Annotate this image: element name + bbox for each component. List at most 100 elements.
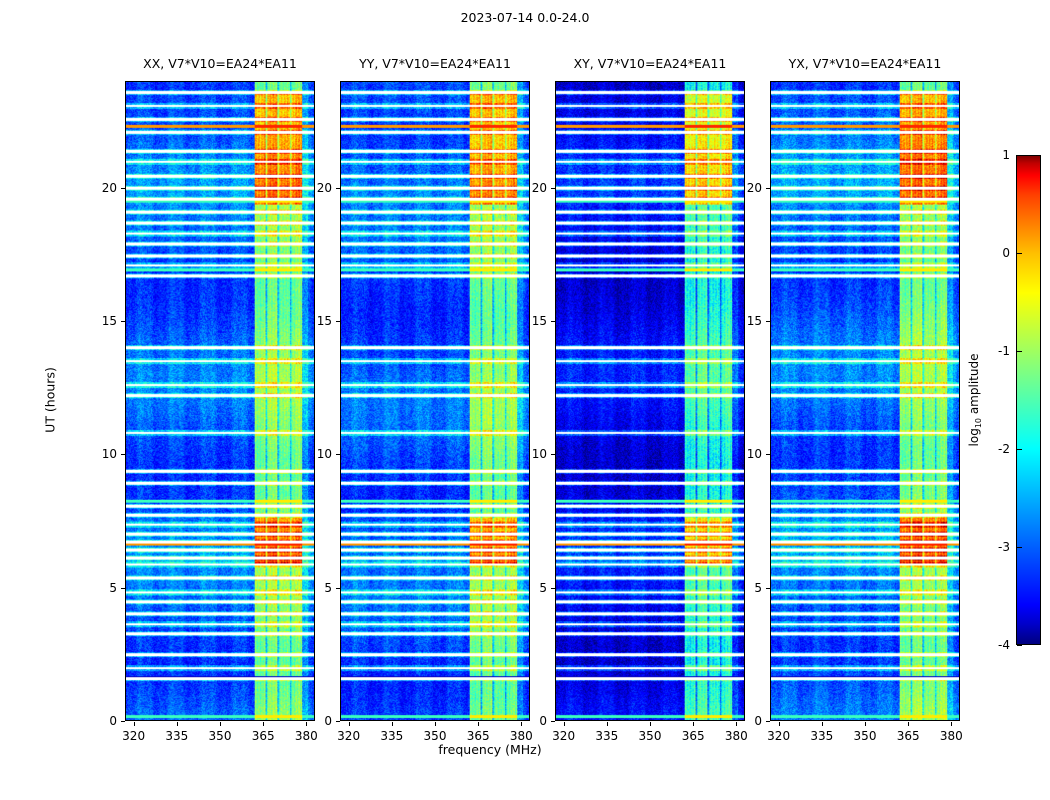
x-tick-mark xyxy=(908,722,910,726)
y-tick-label: 15 xyxy=(746,314,762,328)
colorbar-tick-label: 0 xyxy=(1002,246,1010,260)
spectrogram-panel-xx[interactable] xyxy=(125,81,315,721)
y-tick-label: 20 xyxy=(746,180,762,195)
x-tick-mark xyxy=(693,722,695,726)
colorbar-tick-label: -1 xyxy=(998,344,1010,358)
y-tick-label: 0 xyxy=(539,714,547,728)
y-tick-mark xyxy=(121,454,125,456)
x-tick-label: 320 xyxy=(767,729,791,743)
panel-title-yy: YY, V7*V10=EA24*EA11 xyxy=(359,56,511,71)
y-tick-label: 15 xyxy=(101,314,117,328)
y-tick-mark xyxy=(336,721,340,722)
y-tick-mark xyxy=(121,321,125,322)
y-tick-mark xyxy=(766,721,770,722)
x-tick-label: 380 xyxy=(724,729,748,743)
x-tick-mark xyxy=(736,722,738,726)
y-tick-label: 20 xyxy=(531,180,547,195)
y-tick-mark xyxy=(336,321,340,322)
y-tick-label: 10 xyxy=(746,447,762,462)
x-tick-mark xyxy=(435,722,436,726)
y-tick-label: 20 xyxy=(101,180,117,195)
colorbar-label: log10 amplitude xyxy=(966,353,984,447)
x-tick-label: 320 xyxy=(337,729,361,743)
x-tick-label: 335 xyxy=(595,729,619,743)
x-tick-mark xyxy=(133,722,135,726)
y-tick-label: 15 xyxy=(316,314,332,328)
x-tick-label: 380 xyxy=(509,729,533,743)
colorbar-tick-mark xyxy=(1017,547,1022,548)
y-tick-mark xyxy=(766,454,770,456)
x-tick-mark xyxy=(778,722,780,726)
y-tick-mark xyxy=(766,187,770,189)
y-tick-mark xyxy=(551,321,555,322)
y-tick-label: 10 xyxy=(101,447,117,462)
y-tick-label: 15 xyxy=(531,314,547,328)
panel-title-xx: XX, V7*V10=EA24*EA11 xyxy=(143,56,297,71)
y-tick-mark xyxy=(336,187,340,189)
x-tick-mark xyxy=(176,722,178,726)
spectrogram-panel-yy[interactable] xyxy=(340,81,530,721)
x-tick-mark xyxy=(478,722,480,726)
spectrogram-image-yy xyxy=(341,82,529,720)
x-tick-label: 320 xyxy=(122,729,146,743)
y-tick-mark xyxy=(766,587,770,589)
y-tick-mark xyxy=(336,454,340,456)
x-tick-label: 365 xyxy=(681,729,705,743)
y-tick-mark xyxy=(336,587,340,589)
spectrogram-panel-xy[interactable] xyxy=(555,81,745,721)
x-tick-mark xyxy=(263,722,265,726)
y-tick-mark xyxy=(551,587,555,589)
x-tick-mark xyxy=(306,722,308,726)
spectrogram-image-yx xyxy=(771,82,959,720)
y-tick-label: 0 xyxy=(754,714,762,728)
x-tick-label: 350 xyxy=(208,729,232,743)
y-tick-mark xyxy=(551,454,555,456)
colorbar-tick-mark xyxy=(1017,645,1022,646)
x-tick-mark xyxy=(348,722,350,726)
x-tick-label: 335 xyxy=(380,729,404,743)
colorbar-tick-label: -3 xyxy=(998,540,1010,554)
y-tick-label: 5 xyxy=(754,580,762,595)
x-tick-mark xyxy=(821,722,823,726)
colorbar-tick-mark xyxy=(1017,155,1022,156)
x-tick-label: 365 xyxy=(251,729,275,743)
x-tick-mark xyxy=(391,722,393,726)
y-tick-label: 5 xyxy=(324,580,332,595)
colorbar-tick-mark xyxy=(1017,449,1022,450)
x-tick-mark xyxy=(220,722,221,726)
x-tick-label: 320 xyxy=(552,729,576,743)
panel-title-yx: YX, V7*V10=EA24*EA11 xyxy=(788,56,942,71)
figure-suptitle: 2023-07-14 0.0-24.0 xyxy=(460,10,590,25)
y-tick-mark xyxy=(551,721,555,722)
y-axis-label: UT (hours) xyxy=(42,367,58,433)
y-tick-label: 0 xyxy=(324,714,332,728)
y-tick-label: 5 xyxy=(109,580,117,595)
y-tick-label: 10 xyxy=(316,447,332,462)
colorbar-tick-mark xyxy=(1017,351,1022,352)
colorbar-tick-label: 1 xyxy=(1002,148,1010,162)
x-tick-mark xyxy=(865,722,866,726)
x-tick-mark xyxy=(951,722,953,726)
x-tick-label: 350 xyxy=(853,729,877,743)
colorbar-tick-label: -4 xyxy=(998,638,1010,652)
x-axis-label: frequency (MHz) xyxy=(438,742,542,757)
y-tick-label: 20 xyxy=(316,180,332,195)
spectrogram-panel-yx[interactable] xyxy=(770,81,960,721)
x-tick-label: 350 xyxy=(423,729,447,743)
y-tick-mark xyxy=(121,187,125,189)
x-tick-label: 350 xyxy=(638,729,662,743)
x-tick-mark xyxy=(650,722,651,726)
y-tick-mark xyxy=(121,721,125,722)
spectrogram-image-xx xyxy=(126,82,314,720)
y-tick-label: 0 xyxy=(109,714,117,728)
colorbar[interactable] xyxy=(1016,155,1041,645)
y-tick-label: 10 xyxy=(531,447,547,462)
y-tick-label: 5 xyxy=(539,580,547,595)
x-tick-mark xyxy=(563,722,565,726)
y-tick-mark xyxy=(121,587,125,589)
y-tick-mark xyxy=(551,187,555,189)
spectrogram-image-xy xyxy=(556,82,744,720)
x-tick-label: 380 xyxy=(294,729,318,743)
x-tick-label: 380 xyxy=(939,729,963,743)
